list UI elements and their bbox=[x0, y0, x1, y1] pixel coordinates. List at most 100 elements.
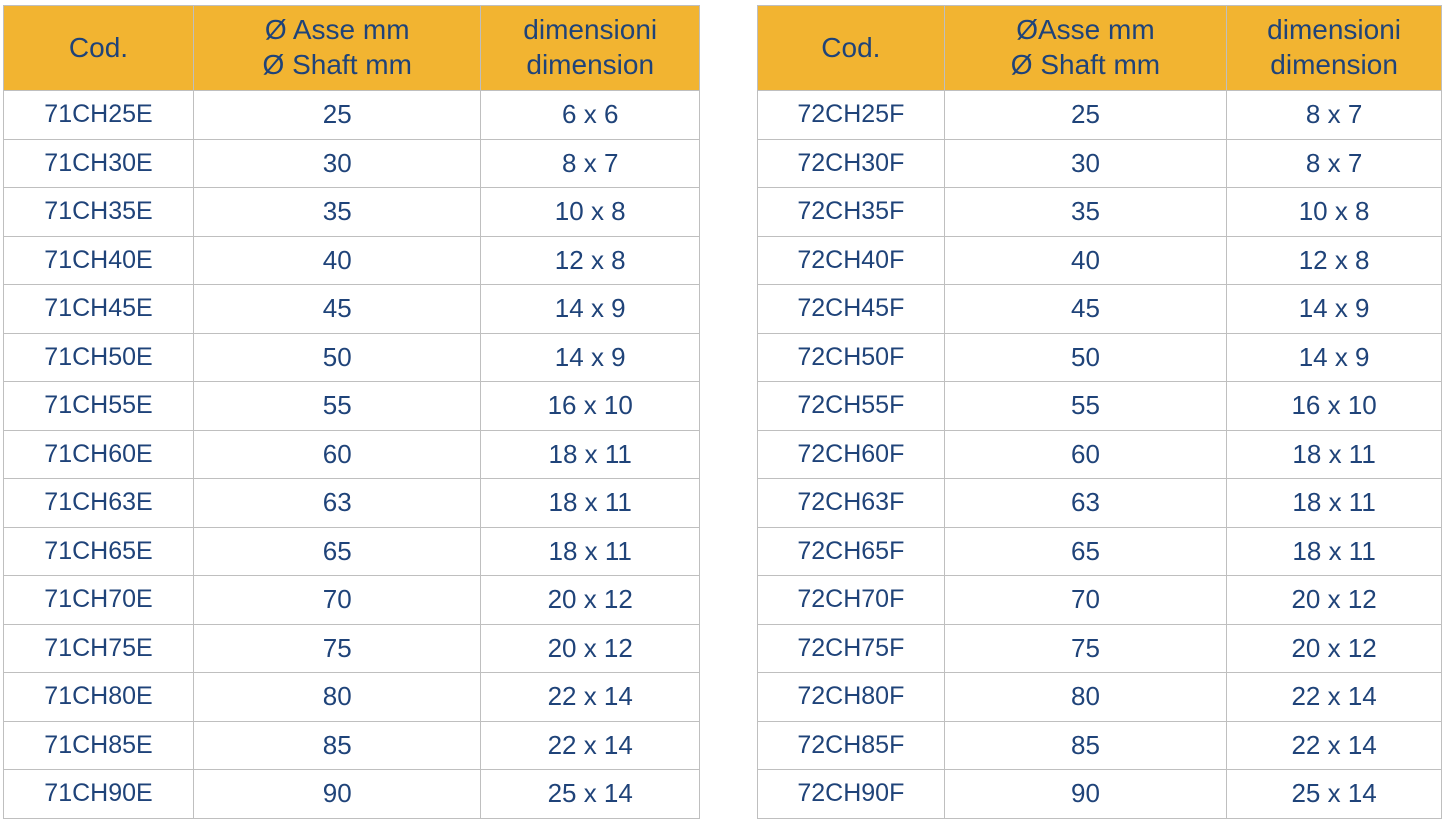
table-row: 72CH25F 25 8 x 7 bbox=[757, 90, 1442, 140]
column-header-code: Cod. bbox=[3, 5, 194, 91]
spec-table-left-body: 71CH25E 25 6 x 6 71CH30E 30 8 x 7 71CH35E 35 10 … bbox=[3, 90, 700, 819]
cell-code: 72CH90F bbox=[757, 769, 945, 819]
cell-dim: 25 x 14 bbox=[1226, 769, 1442, 819]
cell-code: 71CH60E bbox=[3, 429, 194, 479]
cell-code: 72CH30F bbox=[757, 138, 945, 188]
table-row: 71CH65E 65 18 x 11 bbox=[3, 526, 700, 576]
cell-shaft: 60 bbox=[943, 429, 1228, 479]
table-row: 71CH50E 50 14 x 9 bbox=[3, 332, 700, 382]
table-row: 72CH75F 75 20 x 12 bbox=[757, 623, 1442, 673]
table-row: 72CH65F 65 18 x 11 bbox=[757, 526, 1442, 576]
cell-shaft: 50 bbox=[192, 332, 482, 382]
cell-code: 72CH63F bbox=[757, 478, 945, 528]
cell-code: 71CH80E bbox=[3, 672, 194, 722]
cell-code: 72CH60F bbox=[757, 429, 945, 479]
table-row: 72CH50F 50 14 x 9 bbox=[757, 332, 1442, 382]
cell-code: 72CH70F bbox=[757, 575, 945, 625]
cell-shaft: 25 bbox=[192, 90, 482, 140]
cell-dim: 14 x 9 bbox=[1226, 284, 1442, 334]
cell-shaft: 25 bbox=[943, 90, 1228, 140]
cell-code: 71CH45E bbox=[3, 284, 194, 334]
column-header-shaft: Ø Asse mm Ø Shaft mm bbox=[192, 5, 482, 91]
cell-dim: 8 x 7 bbox=[1226, 90, 1442, 140]
cell-code: 72CH45F bbox=[757, 284, 945, 334]
header-row: Cod. Ø Asse mm Ø Shaft mm dimensioni dim… bbox=[3, 5, 700, 91]
cell-dim: 10 x 8 bbox=[1226, 187, 1442, 237]
table-row: 72CH55F 55 16 x 10 bbox=[757, 381, 1442, 431]
cell-dim: 22 x 14 bbox=[1226, 720, 1442, 770]
table-row: 72CH40F 40 12 x 8 bbox=[757, 235, 1442, 285]
cell-dim: 14 x 9 bbox=[480, 332, 700, 382]
table-row: 71CH80E 80 22 x 14 bbox=[3, 672, 700, 722]
cell-dim: 20 x 12 bbox=[1226, 623, 1442, 673]
cell-dim: 8 x 7 bbox=[1226, 138, 1442, 188]
cell-dim: 22 x 14 bbox=[1226, 672, 1442, 722]
cell-shaft: 30 bbox=[943, 138, 1228, 188]
cell-shaft: 40 bbox=[943, 235, 1228, 285]
cell-dim: 20 x 12 bbox=[480, 575, 700, 625]
cell-shaft: 70 bbox=[943, 575, 1228, 625]
cell-code: 72CH50F bbox=[757, 332, 945, 382]
cell-dim: 6 x 6 bbox=[480, 90, 700, 140]
table-row: 71CH45E 45 14 x 9 bbox=[3, 284, 700, 334]
cell-code: 71CH90E bbox=[3, 769, 194, 819]
table-row: 72CH45F 45 14 x 9 bbox=[757, 284, 1442, 334]
cell-code: 71CH70E bbox=[3, 575, 194, 625]
table-row: 71CH60E 60 18 x 11 bbox=[3, 429, 700, 479]
cell-dim: 12 x 8 bbox=[1226, 235, 1442, 285]
table-row: 71CH25E 25 6 x 6 bbox=[3, 90, 700, 140]
spec-table-left-container: Cod. Ø Asse mm Ø Shaft mm dimensioni dim… bbox=[3, 5, 700, 819]
cell-dim: 18 x 11 bbox=[1226, 429, 1442, 479]
cell-dim: 22 x 14 bbox=[480, 672, 700, 722]
column-header-dimension: dimensioni dimension bbox=[480, 5, 700, 91]
cell-dim: 10 x 8 bbox=[480, 187, 700, 237]
cell-shaft: 45 bbox=[192, 284, 482, 334]
cell-code: 72CH85F bbox=[757, 720, 945, 770]
spec-table-right-head: Cod. ØAsse mm Ø Shaft mm dimensioni dime… bbox=[757, 5, 1442, 91]
column-header-shaft: ØAsse mm Ø Shaft mm bbox=[943, 5, 1228, 91]
table-row: 71CH55E 55 16 x 10 bbox=[3, 381, 700, 431]
table-row: 72CH80F 80 22 x 14 bbox=[757, 672, 1442, 722]
cell-code: 71CH63E bbox=[3, 478, 194, 528]
cell-code: 72CH55F bbox=[757, 381, 945, 431]
cell-code: 72CH75F bbox=[757, 623, 945, 673]
table-row: 72CH35F 35 10 x 8 bbox=[757, 187, 1442, 237]
cell-dim: 25 x 14 bbox=[480, 769, 700, 819]
cell-dim: 22 x 14 bbox=[480, 720, 700, 770]
table-row: 72CH30F 30 8 x 7 bbox=[757, 138, 1442, 188]
cell-code: 71CH65E bbox=[3, 526, 194, 576]
table-row: 71CH40E 40 12 x 8 bbox=[3, 235, 700, 285]
cell-code: 71CH55E bbox=[3, 381, 194, 431]
cell-code: 71CH30E bbox=[3, 138, 194, 188]
cell-shaft: 30 bbox=[192, 138, 482, 188]
cell-shaft: 90 bbox=[943, 769, 1228, 819]
table-row: 71CH90E 90 25 x 14 bbox=[3, 769, 700, 819]
cell-shaft: 35 bbox=[192, 187, 482, 237]
table-row: 71CH85E 85 22 x 14 bbox=[3, 720, 700, 770]
cell-shaft: 63 bbox=[943, 478, 1228, 528]
cell-code: 72CH35F bbox=[757, 187, 945, 237]
cell-dim: 18 x 11 bbox=[480, 478, 700, 528]
table-row: 72CH60F 60 18 x 11 bbox=[757, 429, 1442, 479]
cell-shaft: 35 bbox=[943, 187, 1228, 237]
table-row: 72CH90F 90 25 x 14 bbox=[757, 769, 1442, 819]
cell-code: 71CH40E bbox=[3, 235, 194, 285]
cell-shaft: 85 bbox=[943, 720, 1228, 770]
table-row: 71CH63E 63 18 x 11 bbox=[3, 478, 700, 528]
table-row: 72CH63F 63 18 x 11 bbox=[757, 478, 1442, 528]
cell-shaft: 80 bbox=[943, 672, 1228, 722]
cell-dim: 16 x 10 bbox=[1226, 381, 1442, 431]
cell-dim: 16 x 10 bbox=[480, 381, 700, 431]
column-header-code: Cod. bbox=[757, 5, 945, 91]
cell-dim: 20 x 12 bbox=[1226, 575, 1442, 625]
cell-shaft: 60 bbox=[192, 429, 482, 479]
table-row: 72CH85F 85 22 x 14 bbox=[757, 720, 1442, 770]
spec-table-right-body: 72CH25F 25 8 x 7 72CH30F 30 8 x 7 72CH35F 35 10 … bbox=[757, 90, 1442, 819]
cell-code: 72CH80F bbox=[757, 672, 945, 722]
table-row: 71CH75E 75 20 x 12 bbox=[3, 623, 700, 673]
cell-shaft: 75 bbox=[943, 623, 1228, 673]
cell-shaft: 65 bbox=[192, 526, 482, 576]
cell-dim: 12 x 8 bbox=[480, 235, 700, 285]
cell-code: 71CH85E bbox=[3, 720, 194, 770]
